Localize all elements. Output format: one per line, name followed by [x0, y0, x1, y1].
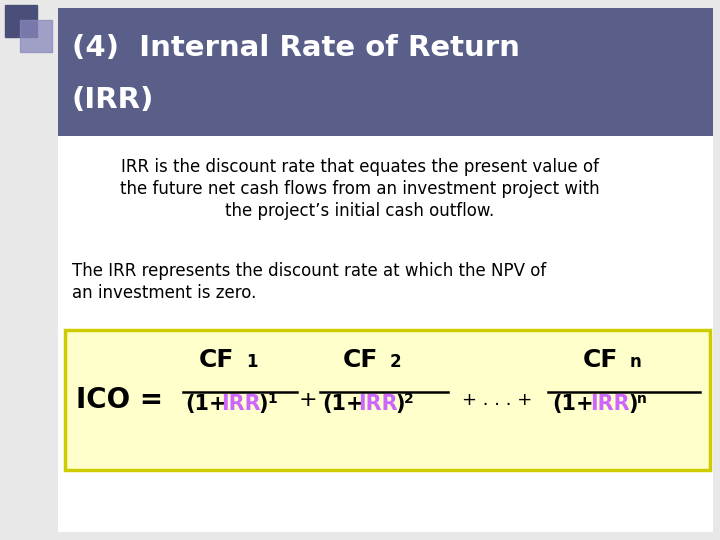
FancyBboxPatch shape	[58, 8, 713, 136]
Bar	[5, 5, 37, 37]
Text: IRR is the discount rate that equates the present value of: IRR is the discount rate that equates th…	[121, 158, 599, 176]
Text: ): )	[395, 394, 405, 414]
Text: CF: CF	[199, 348, 234, 372]
Text: 2: 2	[390, 353, 402, 371]
Text: + . . . +: + . . . +	[462, 391, 532, 409]
FancyBboxPatch shape	[65, 330, 710, 470]
Text: an investment is zero.: an investment is zero.	[72, 284, 256, 302]
Text: ICO =: ICO =	[76, 386, 163, 414]
Bar	[20, 20, 52, 52]
Text: the project’s initial cash outflow.: the project’s initial cash outflow.	[225, 202, 495, 220]
Text: n: n	[637, 392, 647, 406]
Text: (1+: (1+	[552, 394, 593, 414]
Text: ): )	[628, 394, 637, 414]
Text: The IRR represents the discount rate at which the NPV of: The IRR represents the discount rate at …	[72, 262, 546, 280]
Text: 2: 2	[404, 392, 414, 406]
Text: CF: CF	[582, 348, 618, 372]
Text: 1: 1	[246, 353, 258, 371]
Text: IRR: IRR	[358, 394, 397, 414]
FancyBboxPatch shape	[58, 136, 713, 532]
Text: the future net cash flows from an investment project with: the future net cash flows from an invest…	[120, 180, 600, 198]
Text: (1+: (1+	[185, 394, 227, 414]
Text: (IRR): (IRR)	[72, 86, 154, 114]
Text: +: +	[299, 390, 318, 410]
Text: (4)  Internal Rate of Return: (4) Internal Rate of Return	[72, 34, 520, 62]
Text: CF: CF	[343, 348, 378, 372]
Text: 1: 1	[267, 392, 276, 406]
Text: IRR: IRR	[221, 394, 261, 414]
Text: (1+: (1+	[322, 394, 364, 414]
Text: ): )	[258, 394, 268, 414]
Text: IRR: IRR	[590, 394, 629, 414]
Text: n: n	[630, 353, 642, 371]
